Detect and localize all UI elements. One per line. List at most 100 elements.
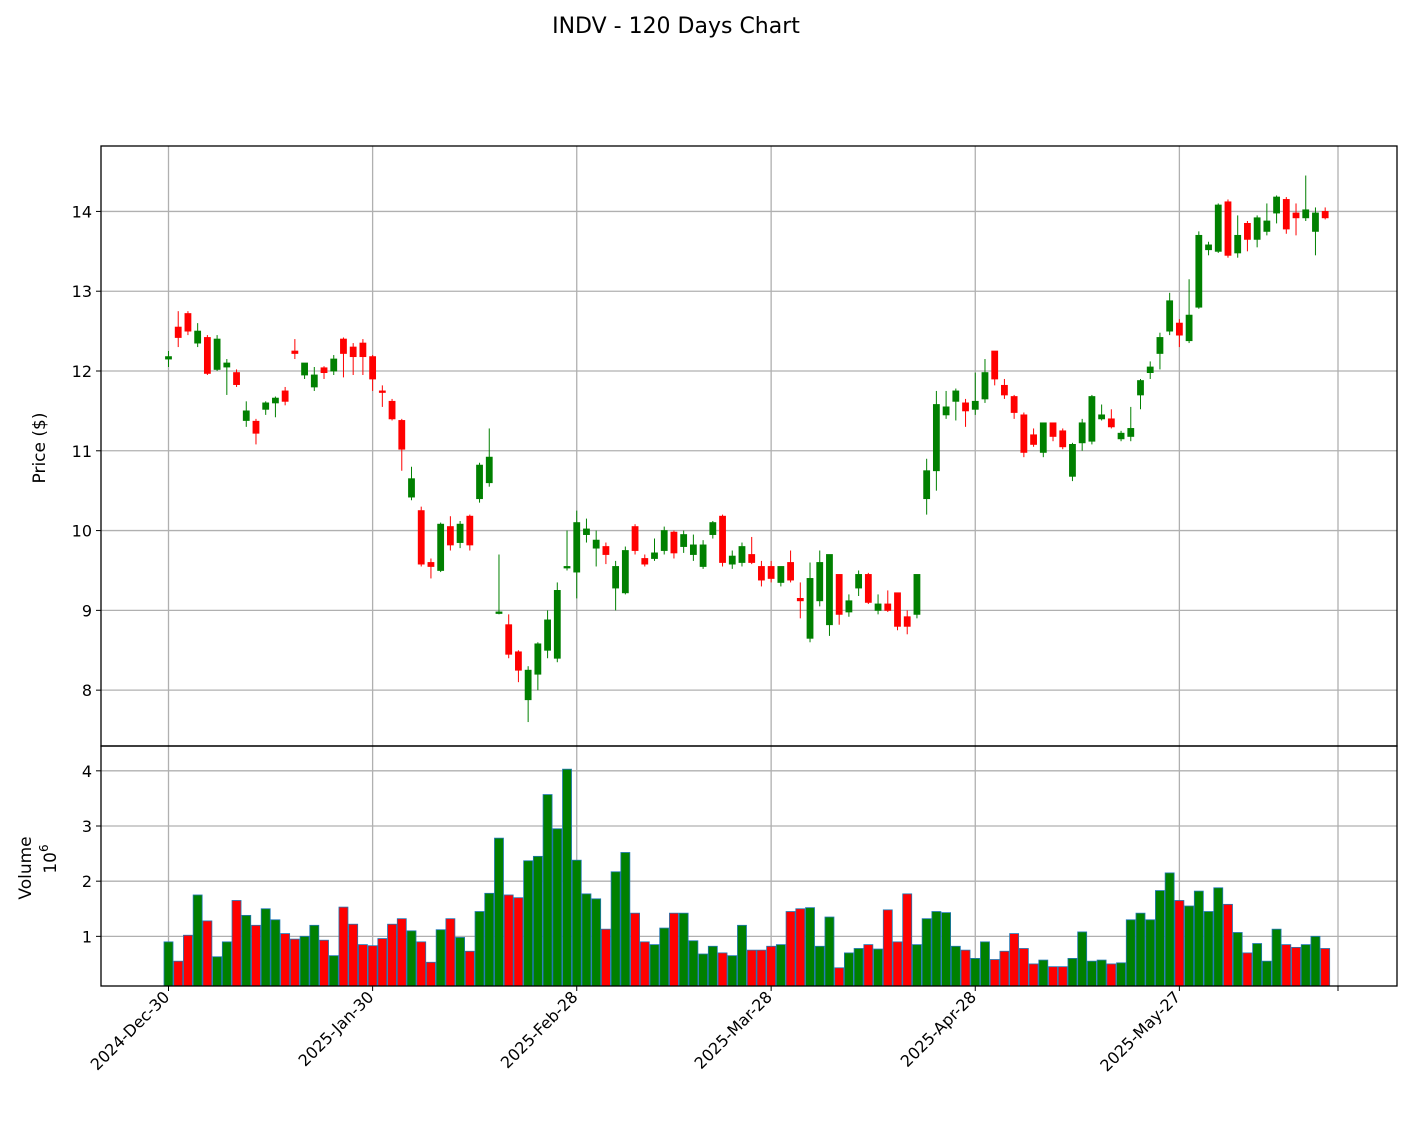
- volume-bar: [737, 924, 747, 987]
- candle-body: [1312, 212, 1319, 232]
- candle-body: [1098, 414, 1106, 420]
- candle-body: [174, 326, 182, 338]
- candle-body: [476, 464, 483, 500]
- volume-bar: [426, 961, 436, 987]
- volume-multiplier-exponent: 6: [37, 844, 51, 852]
- price-y-tick-label: 12: [72, 362, 92, 381]
- volume-bar: [1193, 890, 1204, 987]
- volume-bar: [212, 956, 223, 987]
- candle-body: [621, 550, 629, 594]
- candle-body: [845, 600, 853, 613]
- volume-bar: [387, 923, 397, 987]
- candle-body: [1020, 414, 1028, 453]
- x-tick-label: 2025-May-27: [1096, 987, 1184, 1075]
- volume-axis-label: Volume: [16, 836, 36, 899]
- candle-body: [874, 603, 882, 611]
- candle-body: [748, 554, 756, 563]
- candle-body: [1292, 212, 1300, 219]
- candle-body: [1273, 196, 1280, 214]
- volume-bar: [649, 944, 660, 987]
- volume-bar: [192, 894, 203, 987]
- volume-bar: [445, 918, 456, 987]
- volume-bar: [455, 937, 466, 987]
- candle-body: [1127, 428, 1135, 437]
- candle-body: [1039, 422, 1047, 453]
- candle-body: [349, 346, 357, 358]
- candle-body: [544, 619, 551, 651]
- volume-bar: [1077, 931, 1088, 987]
- volume-bar: [338, 906, 349, 987]
- candle-body: [388, 400, 396, 420]
- candle-body: [524, 669, 532, 701]
- candle-body: [1195, 234, 1203, 308]
- volume-bar: [581, 893, 592, 987]
- volume-bar: [756, 949, 767, 987]
- candle-body: [1253, 217, 1261, 240]
- candle-body: [913, 574, 921, 615]
- candle-body: [1049, 422, 1057, 437]
- candle-body: [1117, 432, 1125, 440]
- price-axis-label: Price ($): [30, 413, 50, 484]
- volume-bar: [532, 855, 543, 987]
- volume-bar: [1096, 959, 1107, 987]
- volume-bar: [1320, 948, 1331, 987]
- candle-body: [670, 531, 678, 554]
- candle-body: [466, 515, 474, 546]
- candle-body: [962, 402, 969, 412]
- price-y-tick-label: 8: [82, 681, 92, 700]
- volume-bar: [435, 929, 446, 987]
- candle-body: [291, 350, 299, 354]
- candle-body: [1282, 199, 1290, 230]
- candle-body: [1166, 300, 1174, 332]
- candle-body: [942, 406, 950, 416]
- volume-bar: [163, 941, 174, 987]
- candle-body: [1137, 380, 1144, 396]
- candle-body: [894, 592, 901, 627]
- x-tick-label: 2025-Mar-28: [691, 987, 776, 1072]
- candle-body: [835, 574, 843, 615]
- volume-bar: [863, 944, 874, 987]
- candle-body: [864, 574, 872, 603]
- volume-bar: [950, 945, 961, 987]
- price-y-tick-label: 9: [82, 601, 92, 620]
- x-axis: 2024-Dec-30 2025-Jan-30 2025-Feb-28 2025-Ma…: [87, 986, 1339, 1075]
- volume-bar: [484, 892, 495, 987]
- volume-bar: [503, 894, 514, 987]
- price-y-tick-label: 14: [72, 202, 92, 221]
- candle-body: [1321, 211, 1329, 219]
- candle-body: [855, 574, 863, 589]
- candle-body: [806, 578, 814, 639]
- candle-body: [689, 544, 697, 555]
- volume-bar: [912, 944, 922, 987]
- candle-body: [602, 546, 610, 555]
- volume-bar: [1300, 944, 1311, 987]
- candle-body: [971, 400, 979, 410]
- volume-bar: [970, 958, 981, 987]
- volume-bar: [892, 941, 903, 987]
- candle-body: [884, 603, 892, 611]
- volume-bar: [367, 945, 378, 987]
- volume-bar: [348, 923, 359, 987]
- candle-body: [1185, 314, 1193, 342]
- candle-body: [505, 624, 513, 655]
- volume-bar: [241, 914, 252, 987]
- volume-bar: [766, 945, 777, 987]
- candle-body: [446, 526, 454, 546]
- candle-body: [1214, 204, 1222, 252]
- volume-bar: [785, 911, 796, 987]
- volume-bar: [1018, 948, 1029, 987]
- price-y-tick-label: 11: [72, 442, 92, 461]
- volume-bar: [698, 953, 708, 987]
- volume-bar: [921, 918, 932, 987]
- price-y-axis: 8 9 10 11 12 13 14: [72, 202, 101, 700]
- volume-bar: [1291, 946, 1301, 987]
- volume-bar: [260, 908, 271, 987]
- candle-body: [194, 330, 202, 344]
- candle-body: [612, 566, 620, 589]
- volume-bar: [1213, 887, 1224, 987]
- volume-bar: [231, 900, 242, 987]
- volume-bar: [299, 935, 310, 987]
- candle-body: [1088, 396, 1096, 442]
- price-y-tick-label: 10: [72, 522, 92, 541]
- volume-bar: [280, 933, 291, 987]
